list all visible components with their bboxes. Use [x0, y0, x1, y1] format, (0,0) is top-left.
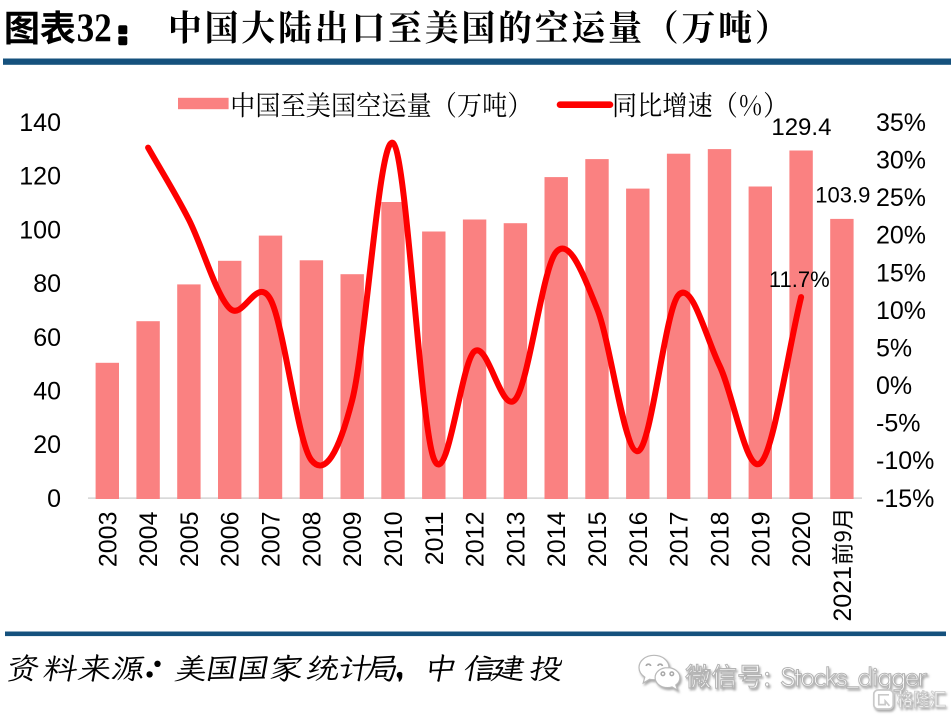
svg-text:0%: 0%: [876, 372, 912, 400]
svg-text:2013: 2013: [502, 512, 530, 568]
svg-text:20: 20: [33, 431, 61, 459]
svg-text:140: 140: [19, 109, 61, 137]
svg-text:2011: 2011: [421, 512, 449, 566]
svg-text:2007: 2007: [258, 512, 286, 568]
svg-text:40: 40: [33, 377, 61, 405]
svg-text:-10%: -10%: [876, 447, 934, 475]
svg-text:2015: 2015: [584, 512, 612, 568]
svg-text:11.7%: 11.7%: [769, 267, 830, 292]
svg-text:120: 120: [19, 163, 61, 191]
svg-text:2010: 2010: [380, 512, 408, 568]
svg-text:2003: 2003: [94, 512, 122, 568]
svg-text:-15%: -15%: [876, 485, 934, 513]
svg-text:25%: 25%: [876, 184, 926, 212]
svg-text:103.9: 103.9: [815, 183, 870, 208]
svg-text:100: 100: [19, 216, 61, 244]
svg-text:0: 0: [47, 485, 61, 513]
svg-text:129.4: 129.4: [771, 114, 831, 141]
svg-text:30%: 30%: [876, 147, 926, 175]
svg-text:15%: 15%: [876, 259, 926, 287]
svg-text:2018: 2018: [707, 512, 735, 568]
svg-text:2012: 2012: [462, 512, 490, 568]
svg-text:2005: 2005: [176, 512, 204, 568]
svg-text:2020: 2020: [788, 512, 816, 568]
svg-text:2006: 2006: [217, 512, 245, 568]
svg-text:2014: 2014: [543, 511, 571, 567]
svg-text:35%: 35%: [876, 109, 926, 137]
svg-text:-5%: -5%: [876, 410, 920, 438]
svg-text:80: 80: [33, 270, 61, 298]
svg-text:2004: 2004: [135, 511, 163, 567]
svg-text:2008: 2008: [298, 512, 326, 568]
svg-text:20%: 20%: [876, 222, 926, 250]
svg-text:5%: 5%: [876, 335, 912, 363]
svg-text:2009: 2009: [339, 512, 367, 568]
svg-text:2017: 2017: [666, 512, 694, 568]
svg-text:60: 60: [33, 324, 61, 352]
svg-text:2016: 2016: [625, 512, 653, 568]
svg-text:2019: 2019: [747, 512, 775, 568]
svg-text:10%: 10%: [876, 297, 926, 325]
